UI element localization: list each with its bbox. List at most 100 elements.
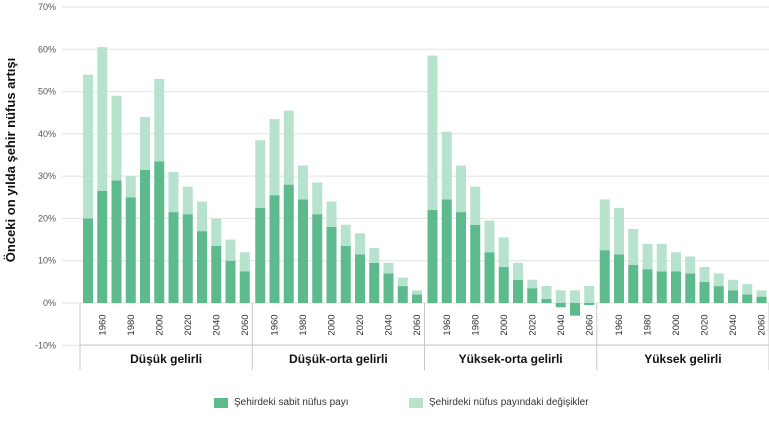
bar-change (83, 74, 93, 219)
x-tick-label: 2060 (757, 314, 768, 335)
x-tick-label: 1960 (614, 314, 625, 335)
bar-base (383, 273, 394, 303)
x-tick-label: 2040 (211, 314, 222, 335)
bar-base (742, 294, 753, 303)
bar-base (83, 218, 93, 303)
bar-base (427, 209, 438, 303)
bar-base (484, 252, 495, 303)
legend-label-base: Şehirdeki sabit nüfus payı (234, 397, 349, 408)
bar-base (211, 245, 222, 303)
chart: -10% 0% 10% 20% 30% 40% 50% 60% 70% 1960 1980 2000… (3, 2, 769, 370)
bar-change (383, 262, 394, 274)
bar-base (397, 286, 408, 303)
y-axis-ticks: -10% 0% 10% 20% 30% 40% 50% 60% 70% (35, 2, 56, 350)
x-tick-label: 2000 (499, 314, 510, 335)
bar-base (269, 195, 280, 303)
x-tick-label: 1980 (470, 314, 481, 335)
y-tick-label: 0% (43, 298, 56, 308)
bar-change (225, 239, 236, 261)
bar-change (140, 116, 150, 170)
x-tick-label: 1960 (442, 314, 453, 335)
bar-base (140, 169, 150, 303)
bar-change (111, 95, 122, 181)
bars (83, 47, 767, 316)
bar-change (427, 55, 438, 210)
legend-label-change: Şehirdeki nüfus payındaki değişikler (429, 397, 589, 408)
bar-change (456, 165, 466, 213)
group-labels: Düşük gelirli Düşük-orta gelirli Yüksek-or… (130, 352, 721, 366)
bar-change (541, 286, 552, 299)
x-tick-label: 1960 (97, 314, 108, 335)
x-tick-label: 2060 (412, 314, 423, 335)
bar-base (671, 271, 681, 303)
x-tick-label: 2000 (327, 314, 338, 335)
bar-change (326, 201, 337, 227)
bar-base (470, 224, 481, 303)
bar-base (239, 271, 250, 303)
bar-change (298, 165, 308, 200)
legend-swatch-base (214, 397, 228, 408)
bar-base (111, 180, 122, 303)
bar-change (570, 290, 580, 303)
bar-base (541, 298, 552, 303)
legend-swatch-change (409, 397, 423, 408)
bar-change (355, 233, 365, 255)
bar-base (614, 254, 624, 303)
bar-base (369, 262, 380, 303)
bar-base (283, 184, 294, 303)
group-label: Yüksek-orta gelirli (459, 352, 563, 366)
bar-change (656, 243, 667, 272)
bar-change (441, 131, 452, 200)
x-tick-label: 2060 (240, 314, 251, 335)
bar-change (713, 273, 724, 287)
bar-change (340, 224, 351, 246)
x-tick-label: 1960 (270, 314, 281, 335)
y-tick-label: 60% (38, 44, 56, 54)
y-tick-label: 50% (38, 87, 56, 97)
bar-change (470, 186, 481, 225)
bar-base (197, 231, 207, 303)
x-tick-label: 2020 (527, 314, 538, 335)
bar-base (412, 294, 422, 303)
bar-change (369, 248, 380, 263)
bar-change (283, 110, 294, 185)
bar-change (599, 199, 610, 251)
bar-base (642, 269, 653, 303)
bar-change (685, 256, 696, 274)
bar-base (154, 161, 165, 303)
bar-base (513, 279, 523, 303)
bar-base (182, 214, 193, 303)
bar-change (182, 186, 193, 215)
x-axis-labels: 1960 1980 2000 2020 2040 2060 1960 1980 2000 2020… (97, 314, 767, 335)
bar-base (125, 197, 136, 303)
x-tick-label: 1980 (298, 314, 309, 335)
bar-change (397, 277, 408, 287)
gridlines (62, 6, 769, 370)
bar-base (312, 214, 323, 303)
bar-change (699, 267, 710, 282)
bar-change (125, 176, 136, 198)
bar-base (756, 296, 767, 303)
bar-change (742, 283, 753, 295)
bar-base (97, 190, 108, 303)
x-tick-label: 2040 (556, 314, 567, 335)
x-tick-label: 1980 (126, 314, 137, 335)
y-tick-label: 30% (38, 171, 56, 181)
bar-change (239, 252, 250, 272)
bar-base (728, 290, 738, 303)
y-tick-label: 10% (38, 256, 56, 266)
bar-change (671, 252, 681, 272)
x-tick-label: 2020 (183, 314, 194, 335)
bar-change (312, 182, 323, 215)
y-tick-label: 40% (38, 129, 56, 139)
legend-item-base: Şehirdeki sabit nüfus payı (214, 397, 349, 408)
bar-base (298, 199, 308, 303)
legend: Şehirdeki sabit nüfus payı Şehirdeki nüf… (0, 397, 769, 413)
bar-base (456, 212, 466, 303)
x-tick-label: 2020 (700, 314, 711, 335)
x-tick-label: 1980 (643, 314, 654, 335)
bar-change (484, 220, 495, 253)
bar-change (728, 279, 738, 291)
bar-change (513, 262, 523, 280)
bar-base (255, 207, 266, 303)
